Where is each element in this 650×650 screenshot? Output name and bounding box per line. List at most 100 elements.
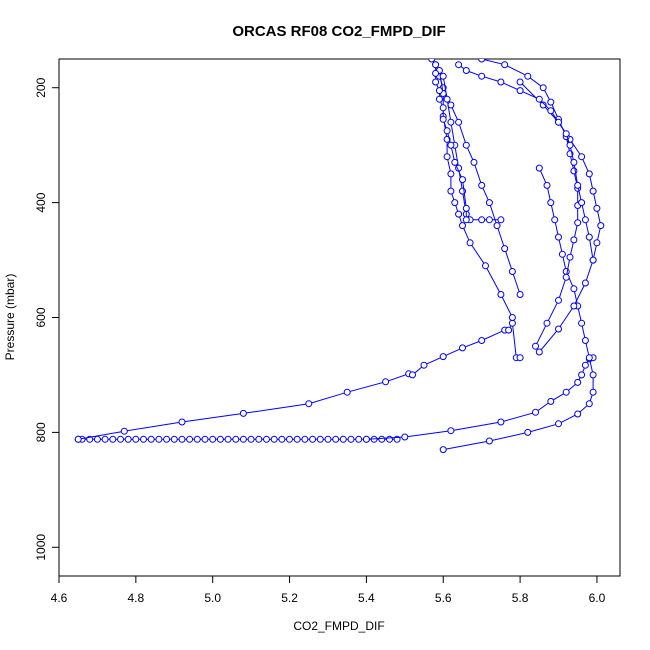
data-point bbox=[347, 435, 355, 443]
data-point bbox=[539, 84, 547, 92]
data-point bbox=[593, 239, 601, 247]
data-point bbox=[501, 245, 509, 253]
data-point bbox=[574, 410, 582, 418]
data-point bbox=[470, 158, 478, 166]
data-point bbox=[439, 446, 447, 454]
data-point bbox=[501, 61, 509, 69]
data-point bbox=[497, 291, 505, 298]
data-point bbox=[447, 170, 455, 178]
data-point bbox=[570, 302, 578, 310]
data-point bbox=[286, 435, 293, 443]
y-tick-label: 800 bbox=[34, 422, 48, 442]
series-10 bbox=[455, 61, 597, 264]
data-point bbox=[497, 418, 505, 426]
data-point bbox=[547, 98, 555, 106]
data-point bbox=[459, 344, 466, 352]
data-point bbox=[447, 118, 455, 126]
data-point bbox=[163, 435, 171, 443]
data-point bbox=[597, 222, 605, 230]
data-point bbox=[355, 435, 363, 443]
data-point bbox=[485, 437, 493, 445]
data-point bbox=[428, 59, 436, 63]
plot-frame bbox=[58, 58, 621, 577]
data-point bbox=[543, 319, 551, 327]
data-point bbox=[497, 78, 505, 86]
data-point bbox=[497, 216, 505, 224]
chart-title: ORCAS RF08 CO2_FMPD_DIF bbox=[232, 23, 445, 40]
data-point bbox=[589, 256, 597, 264]
data-point bbox=[578, 319, 586, 327]
data-point bbox=[585, 170, 593, 178]
data-point bbox=[339, 435, 347, 443]
data-point bbox=[593, 204, 601, 212]
data-point bbox=[443, 127, 451, 135]
data-point bbox=[535, 164, 543, 172]
data-point bbox=[362, 435, 370, 443]
data-point bbox=[432, 69, 440, 77]
data-point bbox=[209, 435, 217, 443]
x-tick-label: 5.6 bbox=[435, 591, 452, 605]
data-point bbox=[124, 435, 132, 443]
data-point bbox=[101, 435, 109, 443]
data-point bbox=[508, 319, 516, 327]
data-point bbox=[386, 435, 393, 443]
data-point bbox=[170, 435, 178, 443]
data-point bbox=[420, 361, 428, 369]
data-point bbox=[485, 216, 493, 224]
data-point bbox=[239, 409, 247, 417]
series-1 bbox=[74, 319, 524, 443]
x-tick-label: 4.6 bbox=[51, 591, 68, 605]
data-point bbox=[581, 337, 589, 344]
series-0 bbox=[74, 435, 401, 443]
x-tick-label: 4.8 bbox=[128, 591, 145, 605]
data-point bbox=[508, 268, 516, 275]
data-point bbox=[120, 427, 128, 435]
data-point bbox=[585, 233, 593, 241]
data-point bbox=[585, 400, 593, 408]
x-tick-label: 6.0 bbox=[589, 591, 606, 605]
data-point bbox=[455, 210, 463, 218]
data-point bbox=[589, 388, 597, 396]
data-point bbox=[485, 199, 493, 207]
data-point bbox=[555, 296, 562, 304]
data-point bbox=[532, 408, 539, 416]
data-point bbox=[478, 72, 486, 80]
series-line bbox=[481, 59, 579, 347]
data-point bbox=[435, 87, 443, 95]
data-point bbox=[551, 216, 559, 224]
data-point bbox=[270, 435, 278, 443]
data-point bbox=[186, 435, 194, 443]
data-point bbox=[224, 435, 232, 443]
data-point bbox=[532, 342, 539, 350]
data-point bbox=[382, 378, 390, 386]
data-point bbox=[147, 435, 155, 443]
data-point bbox=[570, 285, 578, 293]
data-point bbox=[247, 435, 255, 443]
data-point bbox=[343, 388, 351, 396]
data-point bbox=[566, 253, 574, 261]
data-point bbox=[508, 314, 516, 321]
data-point bbox=[462, 141, 470, 149]
data-point bbox=[459, 222, 466, 230]
data-point bbox=[562, 130, 570, 138]
data-point bbox=[547, 107, 555, 115]
data-point bbox=[117, 435, 124, 443]
data-point bbox=[535, 95, 543, 103]
data-point bbox=[432, 78, 440, 86]
data-point bbox=[305, 400, 313, 408]
data-point bbox=[378, 435, 386, 443]
x-tick-label: 5.0 bbox=[204, 591, 221, 605]
data-point bbox=[443, 153, 451, 161]
data-point bbox=[216, 435, 224, 443]
data-point bbox=[581, 216, 589, 224]
data-point bbox=[109, 435, 117, 443]
data-point bbox=[447, 187, 455, 195]
x-tick-label: 5.8 bbox=[512, 591, 529, 605]
series-5 bbox=[478, 59, 582, 350]
data-point bbox=[570, 158, 578, 166]
x-tick-label: 5.4 bbox=[358, 591, 375, 605]
data-point bbox=[562, 388, 570, 396]
data-point bbox=[435, 95, 443, 103]
data-point bbox=[462, 204, 470, 212]
